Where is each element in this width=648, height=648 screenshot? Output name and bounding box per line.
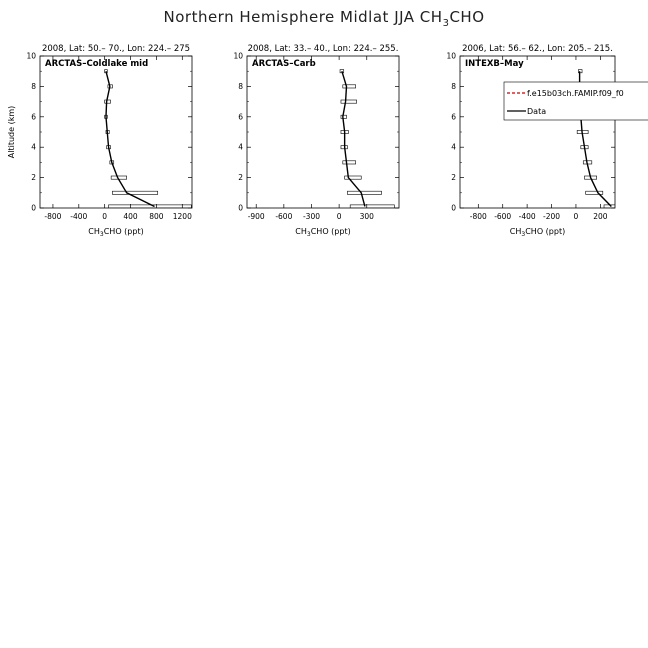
- x-tick-label: 0: [102, 212, 107, 221]
- range-box: [347, 190, 382, 195]
- range-box: [104, 99, 111, 104]
- plot-frame: [459, 55, 616, 209]
- y-tick-label: 4: [238, 143, 243, 152]
- legend: f.e15b03ch.FAMIP.f09_f0 Data: [503, 81, 648, 121]
- x-axis-label: CH3CHO (ppt): [88, 227, 143, 238]
- range-box: [112, 190, 159, 195]
- x-tick-label: -900: [248, 212, 265, 221]
- x-tick-label: -600: [494, 212, 511, 221]
- y-axis-label: Altitude (km): [7, 106, 16, 158]
- data-profile-line: [341, 70, 366, 207]
- campaign-label: ARCTAS–Coldlake mid: [45, 59, 148, 69]
- y-tick-label: 10: [26, 52, 36, 61]
- chart-panel-1: 2008, Lat: 50.– 70., Lon: 224.– 275 -800-…: [7, 44, 193, 221]
- x-tick-label: -800: [44, 212, 61, 221]
- x-axis-label: CH3CHO (ppt): [510, 227, 565, 238]
- campaign-label: INTEXB–May: [465, 59, 524, 69]
- plot-frame: [39, 55, 193, 209]
- y-tick-label: 0: [451, 204, 456, 213]
- x-tick-label: -200: [543, 212, 560, 221]
- y-tick-label: 4: [31, 143, 36, 152]
- y-tick-label: 6: [31, 112, 36, 121]
- panel-header: 2008, Lat: 50.– 70., Lon: 224.– 275: [42, 44, 190, 54]
- y-tick-label: 2: [238, 173, 243, 182]
- legend-label: f.e15b03ch.FAMIP.f09_f0: [527, 89, 624, 98]
- range-box: [340, 114, 347, 119]
- y-tick-label: 4: [451, 143, 456, 152]
- x-tick-label: 800: [149, 212, 164, 221]
- y-tick-label: 0: [31, 204, 36, 213]
- range-box: [344, 175, 362, 180]
- x-tick-label: 1200: [173, 212, 192, 221]
- plot-area: [104, 69, 192, 208]
- chart-panel-3: 2006, Lat: 56.– 62., Lon: 205.– 215. -800…: [446, 44, 648, 221]
- data-profile-line: [105, 71, 155, 208]
- x-tick-label: -600: [275, 212, 292, 221]
- y-tick-label: 6: [451, 112, 456, 121]
- y-tick-label: 2: [31, 173, 36, 182]
- range-box: [585, 190, 604, 195]
- x-tick-label: 200: [593, 212, 608, 221]
- range-box: [342, 84, 357, 89]
- y-tick-label: 8: [451, 82, 456, 91]
- legend-label: Data: [527, 107, 546, 116]
- legend-box: [503, 81, 648, 121]
- range-box: [342, 160, 357, 165]
- panel-header: 2006, Lat: 56.– 62., Lon: 205.– 215.: [462, 44, 613, 54]
- y-tick-label: 8: [31, 82, 36, 91]
- x-tick-label: -800: [470, 212, 487, 221]
- y-tick-label: 8: [238, 82, 243, 91]
- y-tick-label: 6: [238, 112, 243, 121]
- range-box: [340, 99, 357, 104]
- y-tick-label: 0: [238, 204, 243, 213]
- plot-frame: [246, 55, 400, 209]
- page-title: Northern Hemisphere Midlat JJA CH3CHO: [163, 8, 485, 29]
- range-box: [349, 204, 395, 208]
- plot-area: [339, 69, 395, 208]
- x-tick-label: -400: [70, 212, 87, 221]
- chart-panel-2: 2008, Lat: 33.– 40., Lon: 224.– 255. -900…: [233, 44, 400, 221]
- x-tick-label: 300: [360, 212, 375, 221]
- x-tick-label: 0: [337, 212, 342, 221]
- x-tick-label: 400: [123, 212, 138, 221]
- x-axis-label: CH3CHO (ppt): [295, 227, 350, 238]
- x-tick-label: -300: [303, 212, 320, 221]
- y-tick-label: 2: [451, 173, 456, 182]
- campaign-label: ARCTAS–Carb: [252, 59, 316, 69]
- x-tick-label: 0: [574, 212, 579, 221]
- x-tick-label: -400: [519, 212, 536, 221]
- panel-header: 2008, Lat: 33.– 40., Lon: 224.– 255.: [248, 44, 399, 54]
- y-tick-label: 10: [446, 52, 456, 61]
- y-tick-label: 10: [233, 52, 243, 61]
